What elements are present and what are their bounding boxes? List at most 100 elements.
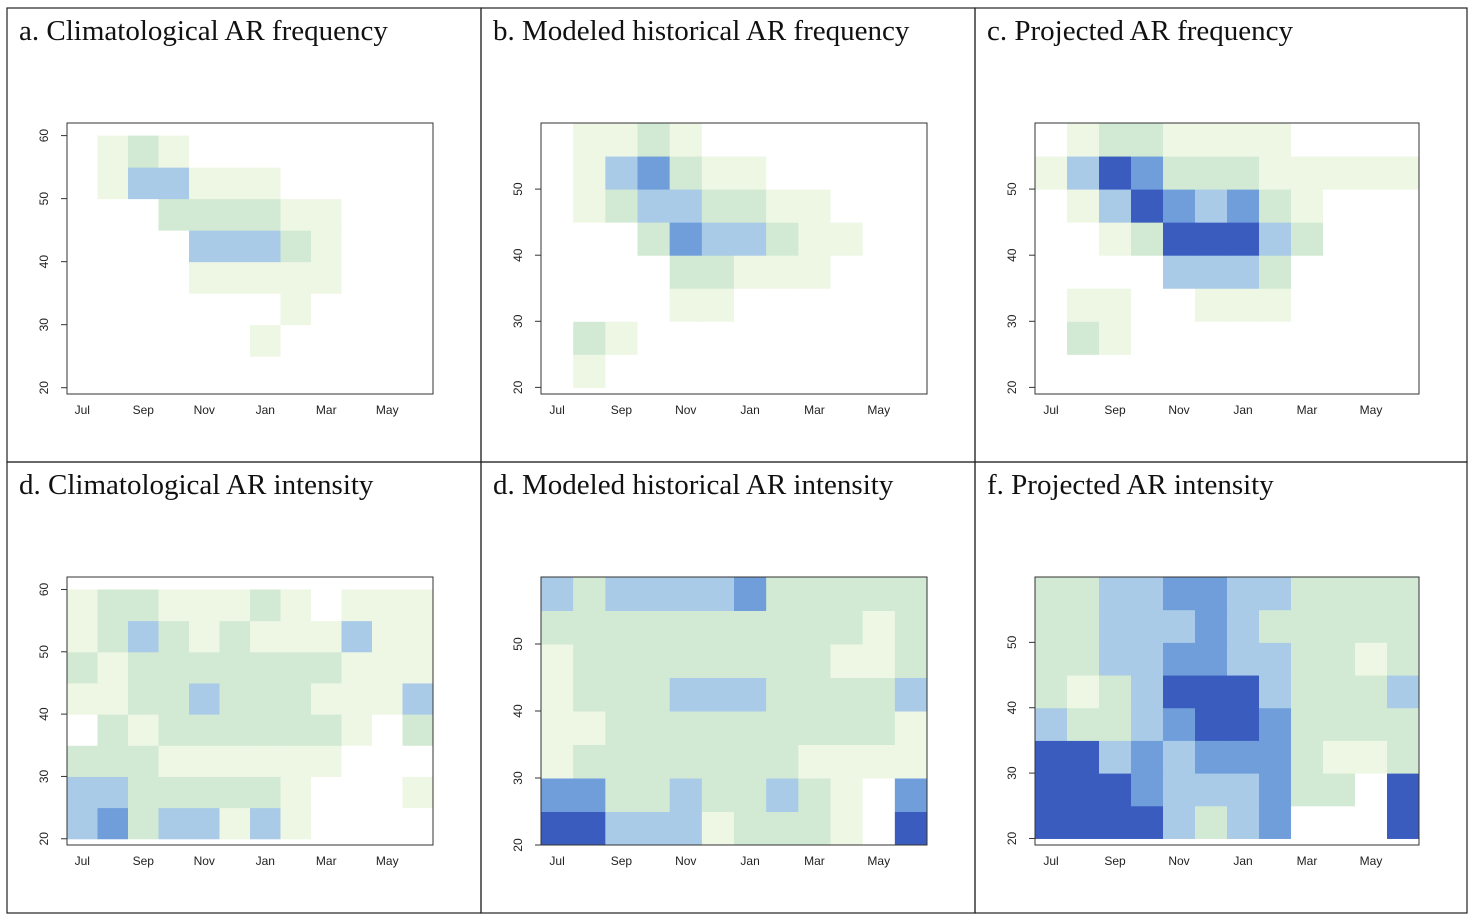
heat-cell — [1355, 805, 1388, 839]
heat-cell — [402, 745, 434, 777]
heat-cell — [1067, 577, 1100, 611]
heat-cell — [311, 682, 342, 715]
heat-cell — [734, 288, 767, 322]
heat-cell — [541, 744, 574, 779]
heat-cell — [637, 156, 671, 190]
heat-cell — [766, 123, 799, 157]
heat-cell — [1163, 609, 1196, 643]
heat-cell — [894, 711, 928, 745]
heat-cell — [637, 189, 671, 223]
y-tick-label: 30 — [511, 314, 525, 328]
heat-cell — [1323, 321, 1356, 355]
x-tick-label: Jul — [549, 403, 564, 417]
heat-cell — [67, 589, 98, 622]
heat-cell — [372, 807, 403, 840]
heat-cell — [158, 293, 190, 326]
heat-cell — [1355, 189, 1388, 223]
heat-cell — [1355, 707, 1388, 741]
heat-cell — [1195, 156, 1228, 190]
heat-cell — [219, 745, 251, 777]
heat-cell — [894, 644, 928, 678]
heat-cell — [830, 255, 864, 289]
heat-cell — [1067, 773, 1100, 807]
heat-cell — [219, 324, 251, 357]
heat-cell — [158, 356, 190, 389]
heat-cell — [669, 744, 703, 779]
heat-cell — [1259, 773, 1292, 807]
heat-cell — [830, 711, 864, 745]
heat-cell — [1355, 321, 1388, 355]
heat-cell — [1323, 222, 1356, 256]
heat-cell — [250, 620, 281, 653]
heat-cell — [1131, 222, 1164, 256]
heat-cell — [766, 354, 799, 388]
heat-cell — [894, 255, 928, 289]
heat-cell — [158, 230, 190, 263]
heat-cell — [1323, 675, 1356, 709]
heat-cell — [573, 222, 606, 256]
heat-cell — [1035, 675, 1068, 709]
heat-cell — [862, 644, 896, 678]
heat-cell — [830, 123, 864, 157]
heat-cell — [830, 156, 864, 190]
heat-cell — [669, 189, 703, 223]
heat-cell — [372, 230, 403, 263]
heat-cell — [1131, 609, 1164, 643]
heat-cell — [1227, 805, 1260, 839]
heat-cell — [1067, 156, 1100, 190]
heat-cell — [341, 167, 373, 200]
x-tick-label: Jul — [75, 854, 90, 868]
heat-cell — [541, 321, 574, 355]
y-tick-label: 20 — [37, 832, 51, 846]
heat-cell — [250, 293, 281, 326]
heat-cell — [1227, 707, 1260, 741]
heat-cell — [158, 776, 190, 809]
heat-cell — [701, 189, 735, 223]
heat-cell — [1323, 707, 1356, 741]
heat-cell — [1035, 773, 1068, 807]
heat-cell — [1163, 740, 1196, 774]
heat-cell — [372, 356, 403, 389]
heat-cell — [219, 356, 251, 389]
panel: b. Modeled historical AR frequency Jul Sep… — [480, 7, 976, 463]
heat-cell — [1195, 740, 1228, 774]
x-tick-label: Nov — [194, 854, 215, 868]
heat-cell — [1355, 675, 1388, 709]
heat-cell — [67, 776, 98, 809]
heat-cell — [1387, 189, 1420, 223]
heat-cell — [830, 744, 864, 779]
heat-cell — [1067, 321, 1100, 355]
heat-cell — [1355, 255, 1388, 289]
heat-cell — [402, 135, 434, 168]
heat-cell — [701, 610, 735, 645]
heat-cell — [1131, 805, 1164, 839]
heat-cell — [311, 776, 342, 809]
heat-cell — [830, 778, 864, 812]
heat-cell — [1099, 740, 1132, 774]
heat-cell — [402, 324, 434, 357]
heat-cell — [1067, 189, 1100, 223]
heat-cell — [1387, 123, 1420, 157]
heat-cell — [637, 744, 671, 779]
heat-cell — [669, 644, 703, 678]
heat-cell — [280, 807, 312, 840]
x-tick-label: Sep — [133, 854, 155, 868]
heat-cell — [1227, 156, 1260, 190]
heat-cell — [637, 321, 671, 355]
heat-cell — [250, 356, 281, 389]
heat-cell — [637, 711, 671, 745]
heat-cell — [669, 778, 703, 812]
heat-cell — [1131, 354, 1164, 388]
heat-cell — [701, 744, 735, 779]
heat-cell — [372, 776, 403, 809]
heat-cell — [1387, 740, 1420, 774]
heat-cell — [1291, 123, 1324, 157]
heat-cell — [766, 811, 799, 846]
x-tick-label: Sep — [611, 854, 633, 868]
heat-cell — [189, 745, 220, 777]
heat-cell — [766, 644, 799, 678]
y-tick-label: 30 — [511, 771, 525, 785]
heat-cell — [605, 189, 638, 223]
heat-cell — [128, 651, 159, 684]
